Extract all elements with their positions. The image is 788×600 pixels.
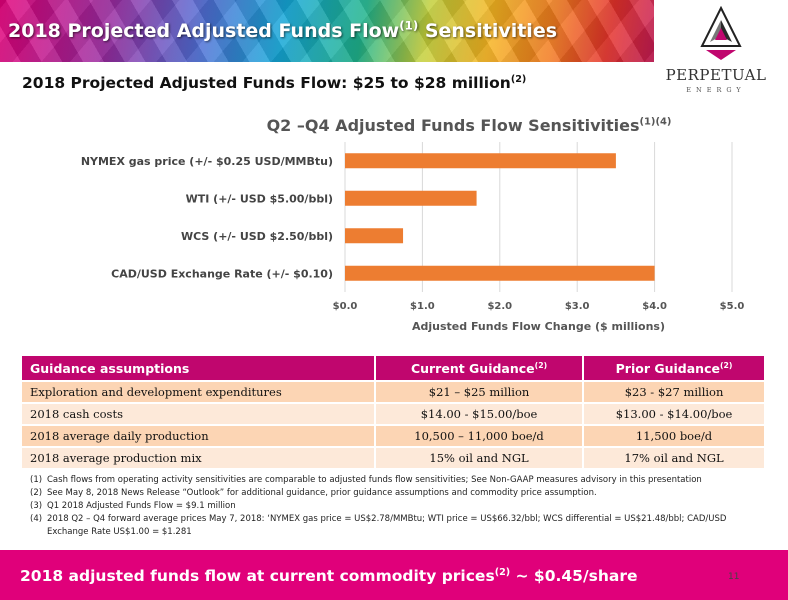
bar	[345, 153, 616, 169]
category-label: CAD/USD Exchange Rate (+/- $0.10)	[111, 267, 333, 280]
category-label: WCS (+/- USD $2.50/bbl)	[181, 230, 333, 243]
table-row: 2018 cash costs $14.00 - $15.00/boe $13.…	[22, 404, 764, 424]
table-row: 2018 average daily production 10,500 – 1…	[22, 426, 764, 446]
header-prior-guidance: Prior Guidance(2)	[582, 356, 764, 380]
logo-name: PERPETUAL	[665, 66, 767, 84]
footer-banner	[0, 550, 788, 600]
x-axis-title: Adjusted Funds Flow Change ($ millions)	[412, 320, 665, 333]
footnote: (3) Q1 2018 Adjusted Funds Flow = $9.1 mi…	[30, 501, 236, 511]
footnote: (1) Cash flows from operating activity se…	[30, 475, 702, 485]
slide-title: 2018 Projected Adjusted Funds Flow(1) Se…	[8, 18, 558, 42]
guidance-table: Guidance assumptions Current Guidance(2)…	[22, 354, 764, 470]
footnote: (2) See May 8, 2018 News Release “Outlook…	[30, 488, 597, 498]
table-cell: 15% oil and NGL	[374, 448, 583, 468]
x-tick-label: $2.0	[487, 301, 512, 312]
table-cell: $21 – $25 million	[374, 382, 583, 402]
table-cell: 2018 cash costs	[22, 404, 374, 424]
category-label: WTI (+/- USD $5.00/bbl)	[186, 192, 333, 205]
x-tick-label: $1.0	[410, 301, 435, 312]
bar	[345, 265, 655, 281]
footnote: (4) 2018 Q2 – Q4 forward average prices M…	[30, 514, 727, 537]
x-tick-label: $0.0	[333, 301, 358, 312]
x-tick-label: $5.0	[720, 301, 745, 312]
x-tick-label: $4.0	[642, 301, 667, 312]
perpetual-logo-icon	[700, 6, 742, 60]
x-tick-label: $3.0	[565, 301, 590, 312]
page-number: 11	[728, 572, 740, 582]
bar	[345, 228, 404, 244]
table-cell: $13.00 - $14.00/boe	[582, 404, 764, 424]
table-header-row: Guidance assumptions Current Guidance(2)…	[22, 356, 764, 380]
footer-text: 2018 adjusted funds flow at current comm…	[20, 566, 638, 585]
table-row: 2018 average production mix 15% oil and …	[22, 448, 764, 468]
table-cell: Exploration and development expenditures	[22, 382, 374, 402]
bar	[345, 190, 477, 206]
table-cell: 2018 average daily production	[22, 426, 374, 446]
chart-title: Q2 –Q4 Adjusted Funds Flow Sensitivities…	[266, 116, 672, 135]
table-cell: $14.00 - $15.00/boe	[374, 404, 583, 424]
table-cell: 17% oil and NGL	[582, 448, 764, 468]
table-cell: 11,500 boe/d	[582, 426, 764, 446]
table-cell: 10,500 – 11,000 boe/d	[374, 426, 583, 446]
header-current-guidance: Current Guidance(2)	[374, 356, 583, 380]
table-row: Exploration and development expenditures…	[22, 382, 764, 402]
category-label: NYMEX gas price (+/- $0.25 USD/MMBtu)	[81, 155, 333, 168]
footnotes: (1) Cash flows from operating activity se…	[30, 474, 760, 539]
subheading: 2018 Projected Adjusted Funds Flow: $25 …	[22, 73, 527, 92]
table-cell: $23 - $27 million	[582, 382, 764, 402]
logo-tagline: ENERGY	[686, 86, 746, 94]
table-cell: 2018 average production mix	[22, 448, 374, 468]
sensitivity-bar-chart: $0.0 $1.0 $2.0 $3.0 $4.0 $5.0 NYMEX gas price …	[81, 142, 745, 333]
header-guidance-assumptions: Guidance assumptions	[22, 356, 374, 380]
